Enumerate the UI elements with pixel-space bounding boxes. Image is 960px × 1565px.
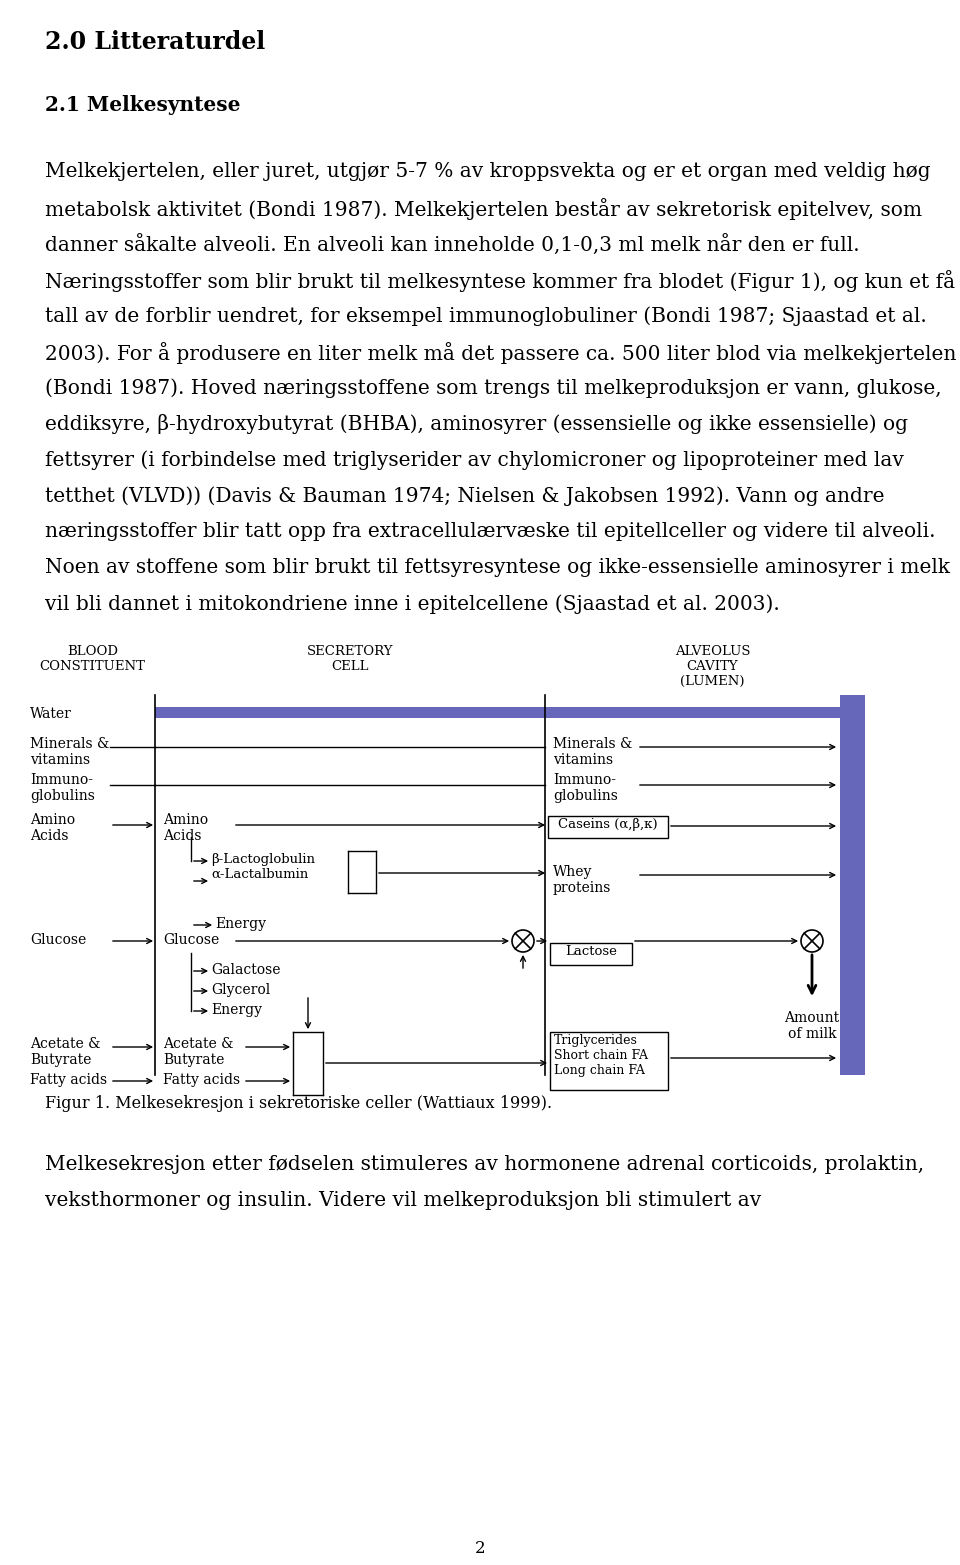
Bar [155,707,840,718]
Bar [550,1031,668,1089]
Text: næringsstoffer blir tatt opp fra extracellulærvæske til epitellceller og videre : næringsstoffer blir tatt opp fra extrace… [45,523,935,541]
Text: ALVEOLUS
CAVITY
(LUMEN): ALVEOLUS CAVITY (LUMEN) [675,645,751,689]
Text: Acetate &
Butyrate: Acetate & Butyrate [163,1038,233,1067]
Text: danner såkalte alveoli. En alveoli kan inneholde 0,1-0,3 ml melk når den er full: danner såkalte alveoli. En alveoli kan i… [45,235,859,255]
Text: veksthormoner og insulin. Videre vil melkeproduksjon bli stimulert av: veksthormoner og insulin. Videre vil mel… [45,1191,761,1210]
Text: fettsyrer (i forbindelse med triglyserider av chylomicroner og lipoproteiner med: fettsyrer (i forbindelse med triglyserid… [45,451,904,470]
Text: Minerals &
vitamins: Minerals & vitamins [30,737,109,767]
Text: Water: Water [30,707,72,721]
Bar [840,695,865,1075]
Text: tetthet (VLVD)) (Davis & Bauman 1974; Nielsen & Jakobsen 1992). Vann og andre: tetthet (VLVD)) (Davis & Bauman 1974; Ni… [45,487,884,505]
Text: Glycerol: Glycerol [211,983,271,997]
Text: metabolsk aktivitet (Bondi 1987). Melkekjertelen består av sekretorisk epitelvev: metabolsk aktivitet (Bondi 1987). Melkek… [45,199,923,221]
Text: BLOOD
CONSTITUENT: BLOOD CONSTITUENT [39,645,145,673]
Text: eddiksyre, β-hydroxybutyrat (BHBA), aminosyrer (essensielle og ikke essensielle): eddiksyre, β-hydroxybutyrat (BHBA), amin… [45,415,908,434]
Bar [550,944,632,966]
Bar [548,815,668,837]
Text: Galactose: Galactose [211,962,280,977]
Text: 2003). For å produsere en liter melk må det passere ca. 500 liter blod via melke: 2003). For å produsere en liter melk må … [45,343,956,365]
Text: tall av de forblir uendret, for eksempel immunoglobuliner (Bondi 1987; Sjaastad : tall av de forblir uendret, for eksempel… [45,307,926,326]
Text: Acetate &
Butyrate: Acetate & Butyrate [30,1038,101,1067]
Text: Energy: Energy [215,917,266,931]
Text: β-Lactoglobulin
α-Lactalbumin: β-Lactoglobulin α-Lactalbumin [211,853,315,881]
Text: Amino
Acids: Amino Acids [163,812,208,844]
Text: Amino
Acids: Amino Acids [30,812,75,844]
Text: Fatty acids: Fatty acids [30,1074,108,1088]
Text: Glucose: Glucose [163,933,219,947]
Text: Immuno-
globulins: Immuno- globulins [30,773,95,803]
Text: 2.1 Melkesyntese: 2.1 Melkesyntese [45,95,241,114]
Text: Melkesekresjon etter fødselen stimuleres av hormonene adrenal corticoids, prolak: Melkesekresjon etter fødselen stimuleres… [45,1155,924,1174]
Text: Minerals &
vitamins: Minerals & vitamins [553,737,633,767]
Text: Melkekjertelen, eller juret, utgjør 5-7 % av kroppsvekta og er et organ med veld: Melkekjertelen, eller juret, utgjør 5-7 … [45,163,930,182]
Text: Figur 1. Melkesekresjon i sekretoriske celler (Wattiaux 1999).: Figur 1. Melkesekresjon i sekretoriske c… [45,1096,552,1113]
Text: Whey
proteins: Whey proteins [553,865,612,895]
Text: Noen av stoffene som blir brukt til fettsyresyntese og ikke-essensielle aminosyr: Noen av stoffene som blir brukt til fett… [45,559,950,577]
Text: Lactose: Lactose [565,945,617,958]
Text: 2.0 Litteraturdel: 2.0 Litteraturdel [45,30,265,55]
Text: vil bli dannet i mitokondriene inne i epitelcellene (Sjaastad et al. 2003).: vil bli dannet i mitokondriene inne i ep… [45,595,780,613]
Text: Triglycerides
Short chain FA
Long chain FA: Triglycerides Short chain FA Long chain … [554,1034,648,1077]
Text: Energy: Energy [211,1003,262,1017]
Text: Immuno-
globulins: Immuno- globulins [553,773,618,803]
Text: Glucose: Glucose [30,933,86,947]
Text: Caseins (α,β,κ): Caseins (α,β,κ) [558,818,658,831]
Text: Fatty acids: Fatty acids [163,1074,240,1088]
Text: (Bondi 1987). Hoved næringsstoffene som trengs til melkeproduksjon er vann, gluk: (Bondi 1987). Hoved næringsstoffene som … [45,379,942,398]
Text: Næringsstoffer som blir brukt til melkesyntese kommer fra blodet (Figur 1), og k: Næringsstoffer som blir brukt til melkes… [45,271,955,293]
Text: Amount
of milk: Amount of milk [784,1011,840,1041]
Text: SECRETORY
CELL: SECRETORY CELL [307,645,394,673]
Text: 2: 2 [474,1540,486,1557]
